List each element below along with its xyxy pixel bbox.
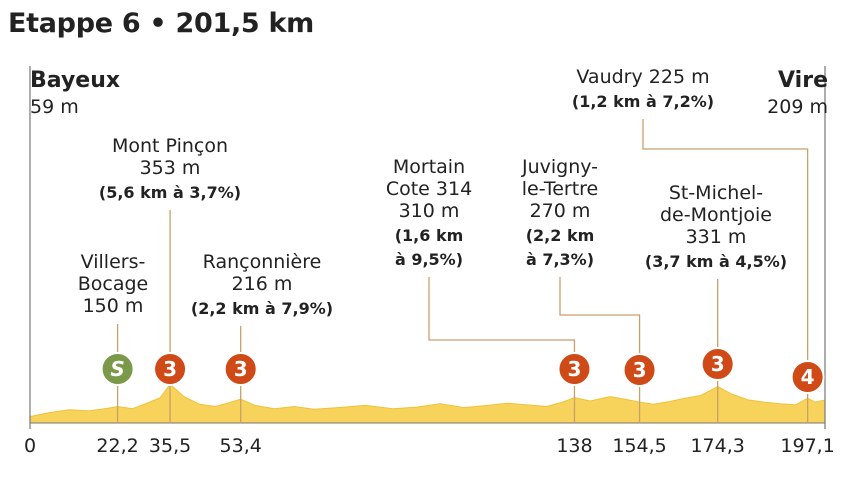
leader-lines-layer — [116, 119, 809, 423]
terrain-area — [29, 383, 826, 424]
point-name: Rançonnière — [203, 251, 322, 273]
point-climb-detail: (1,2 km à 7,2%) — [572, 92, 714, 111]
start-altitude: 59 m — [30, 96, 79, 118]
finish-name: Vire — [778, 68, 828, 93]
point-name: Mont Pinçon — [112, 135, 228, 157]
start-finish-layer: Bayeux 59 m Vire 209 m — [30, 68, 828, 118]
climb-category-badge — [790, 360, 825, 394]
badge-label: 3 — [163, 357, 177, 381]
start-name: Bayeux — [30, 68, 120, 93]
terrain-layer — [29, 66, 826, 429]
point-altitude: 270 m — [530, 200, 591, 222]
x-tick-label: 174,3 — [690, 435, 744, 457]
sprint-badge — [100, 352, 135, 386]
point-name: Vaudry 225 m — [576, 66, 709, 88]
point-altitude: 331 m — [686, 226, 747, 248]
leader-line — [559, 277, 641, 355]
badge-label: S — [110, 357, 124, 381]
point-name: Bocage — [78, 273, 149, 295]
badge-label: 3 — [711, 352, 725, 376]
x-tick-label: 0 — [24, 435, 36, 457]
point-climb-detail: à 7,3%) — [526, 250, 594, 269]
badge-label: 4 — [801, 365, 815, 389]
x-tick-label: 53,4 — [220, 435, 262, 457]
finish-altitude: 209 m — [767, 96, 828, 118]
point-altitude: 353 m — [140, 157, 201, 179]
leader-line — [428, 277, 576, 354]
point-name: le-Tertre — [522, 178, 599, 200]
point-climb-detail: (2,2 km — [526, 226, 595, 245]
point-climb-detail: (3,7 km à 4,5%) — [645, 252, 787, 271]
point-climb-detail: (5,6 km à 3,7%) — [99, 183, 241, 202]
climb-category-badge — [153, 352, 188, 386]
climb-category-badge — [223, 352, 258, 386]
x-tick-label: 154,5 — [612, 435, 666, 457]
point-altitude: 216 m — [232, 273, 293, 295]
point-altitude: 150 m — [83, 295, 144, 317]
point-name: Villers- — [81, 251, 146, 273]
x-tick-label: 22,2 — [96, 435, 138, 457]
badge-label: 3 — [633, 358, 647, 382]
point-climb-detail: à 9,5%) — [395, 250, 463, 269]
x-tick-label: 197,1 — [780, 435, 834, 457]
point-climb-detail: (1,6 km — [395, 226, 464, 245]
point-name: Mortain — [393, 156, 465, 178]
point-name: Cote 314 — [386, 178, 472, 200]
climb-category-badge — [557, 352, 592, 386]
stage-title: Etappe 6 • 201,5 km — [8, 8, 314, 39]
badge-label: 3 — [234, 357, 248, 381]
climb-category-badge — [622, 353, 657, 387]
point-name: Juvigny- — [521, 156, 598, 178]
badges-layer: S 3 3 3 3 3 4 — [100, 347, 825, 394]
point-climb-detail: (2,2 km à 7,9%) — [191, 299, 333, 318]
x-tick-label: 35,5 — [149, 435, 191, 457]
point-name: St-Michel- — [669, 182, 763, 204]
climb-category-badge — [700, 347, 735, 381]
point-altitude: 310 m — [399, 200, 460, 222]
x-tick-labels-layer: 0 22,2 35,5 53,4 138 154,5 174,3 197,1 — [24, 435, 835, 457]
x-tick-label: 138 — [556, 435, 592, 457]
leader-line — [642, 119, 809, 362]
badge-label: 3 — [568, 357, 582, 381]
point-name: de-Montjoie — [660, 204, 772, 226]
